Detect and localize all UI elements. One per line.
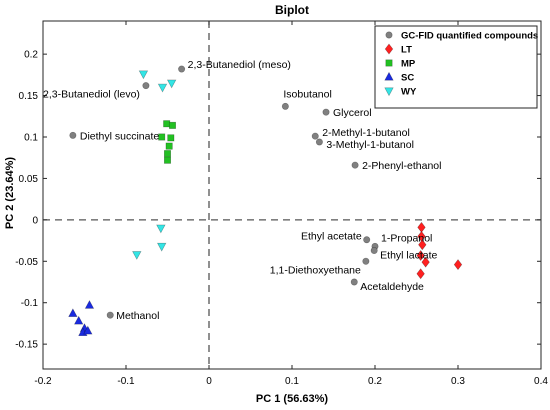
sample-point-wy (132, 251, 142, 260)
sample-point-sc (84, 299, 95, 309)
compound-point (69, 131, 77, 139)
y-tick-label: 0.05 (19, 174, 39, 185)
x-tick-label: 0.2 (368, 376, 382, 387)
compound-label: 2-Phenyl-ethanol (362, 160, 441, 172)
legend-box (374, 25, 538, 109)
y-tick-label: 0.1 (24, 133, 38, 144)
sample-point-wy (156, 242, 167, 252)
sample-point-mp (158, 133, 166, 141)
compound-point (363, 236, 371, 244)
compound-label: Isobutanol (283, 88, 331, 100)
compound-point (142, 82, 150, 90)
sample-point-wy (166, 79, 177, 89)
compound-point (350, 278, 358, 286)
legend-entry: MP (401, 59, 416, 70)
y-tick-label: -0.15 (15, 340, 38, 351)
sample-point-wy (157, 83, 168, 93)
compound-label: 2,3-Butanediol (meso) (188, 59, 291, 71)
legend-entry: LT (401, 45, 412, 56)
sample-point-sc (83, 325, 93, 335)
y-tick-label: 0.15 (19, 91, 39, 102)
sample-point-lt (418, 239, 427, 251)
compound-point (362, 257, 370, 265)
point-labels: 2,3-Butanediol (levo) 2,3-Butanediol (mes… (43, 59, 441, 322)
sample-point-lt (453, 259, 463, 271)
sample-point-mp (164, 150, 171, 158)
compound-label: Glycerol (333, 107, 372, 119)
legend-entry: SC (401, 73, 414, 84)
sample-point-mp (168, 121, 176, 129)
sample-point-wy (138, 70, 149, 80)
legend-marker (384, 43, 394, 55)
x-axis-ticks: -0.2 -0.1 0 0.1 0.2 0.3 0.4 (34, 21, 548, 387)
x-axis-label: PC 1 (56.63%) (256, 393, 328, 405)
reference-lines (43, 21, 541, 369)
legend-entry: WY (401, 87, 417, 98)
x-tick-label: 0.1 (285, 376, 299, 387)
sample-point-lt (416, 268, 425, 280)
compound-point (351, 161, 359, 169)
compound-label: Ethyl lactate (380, 250, 437, 262)
sample-point-lt (421, 256, 430, 268)
compound-point (178, 65, 186, 73)
y-tick-label: -0.1 (21, 298, 39, 309)
legend-marker (384, 71, 394, 81)
x-tick-label: -0.2 (34, 376, 52, 387)
compound-label: 1,1-Diethoxyethane (270, 264, 361, 276)
compound-point (311, 132, 319, 140)
data-points (68, 65, 463, 337)
compound-label: 2,3-Butanediol (levo) (43, 89, 140, 101)
sample-point-lt (416, 249, 425, 261)
chart-title: Biplot (275, 3, 309, 17)
x-tick-label: 0.4 (534, 376, 548, 387)
compound-point (106, 311, 114, 319)
compound-point (315, 138, 323, 146)
compound-label: Ethyl acetate (301, 231, 362, 243)
legend-marker (384, 87, 394, 97)
y-tick-label: 0.2 (24, 50, 38, 61)
sample-point-wy (156, 224, 166, 234)
y-tick-label: 0 (32, 215, 38, 226)
x-tick-label: 0 (206, 376, 212, 387)
compound-point (370, 247, 378, 255)
y-axis-label: PC 2 (23.64%) (4, 157, 16, 229)
y-tick-label: -0.05 (15, 257, 38, 268)
compound-label: 2-Methyl-1-butanol (322, 127, 410, 139)
compound-point (322, 108, 330, 116)
compound-label: Acetaldehyde (360, 281, 424, 293)
legend-marker (385, 31, 393, 39)
compound-label: Methanol (116, 310, 159, 322)
legend-marker (385, 59, 393, 67)
sample-point-mp (164, 156, 171, 164)
x-tick-label: 0.3 (451, 376, 465, 387)
compound-label: 3-Methyl-1-butanol (326, 139, 414, 151)
sample-point-mp (167, 134, 175, 142)
sample-point-sc (73, 315, 84, 325)
legend: GC-FID quantified compounds LT MP SC WY (374, 25, 538, 109)
sample-point-mp (163, 120, 171, 128)
sample-point-mp (165, 142, 173, 150)
x-tick-label: -0.1 (117, 376, 135, 387)
y-axis-ticks: -0.15 -0.1 -0.05 0 0.05 0.1 0.15 0.2 (15, 50, 541, 351)
compound-label: 1-Propanol (381, 232, 432, 244)
legend-entry: GC-FID quantified compounds (401, 31, 538, 42)
sample-point-sc (68, 308, 78, 317)
compound-label: Diethyl succinate (80, 130, 160, 142)
compound-point (281, 102, 289, 110)
